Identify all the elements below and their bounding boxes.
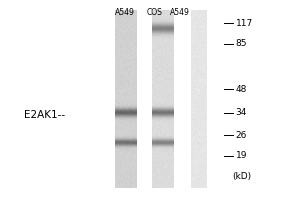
Text: 85: 85 <box>236 40 247 48</box>
Text: 34: 34 <box>236 108 247 117</box>
Text: A549: A549 <box>170 8 190 17</box>
Text: A549: A549 <box>115 8 135 17</box>
Text: 117: 117 <box>236 19 253 27</box>
Text: 48: 48 <box>236 84 247 94</box>
Text: E2AK1--: E2AK1-- <box>24 110 65 120</box>
Text: 19: 19 <box>236 152 247 160</box>
Text: (kD): (kD) <box>232 171 252 180</box>
Text: COS: COS <box>147 8 163 17</box>
Text: 26: 26 <box>236 130 247 140</box>
